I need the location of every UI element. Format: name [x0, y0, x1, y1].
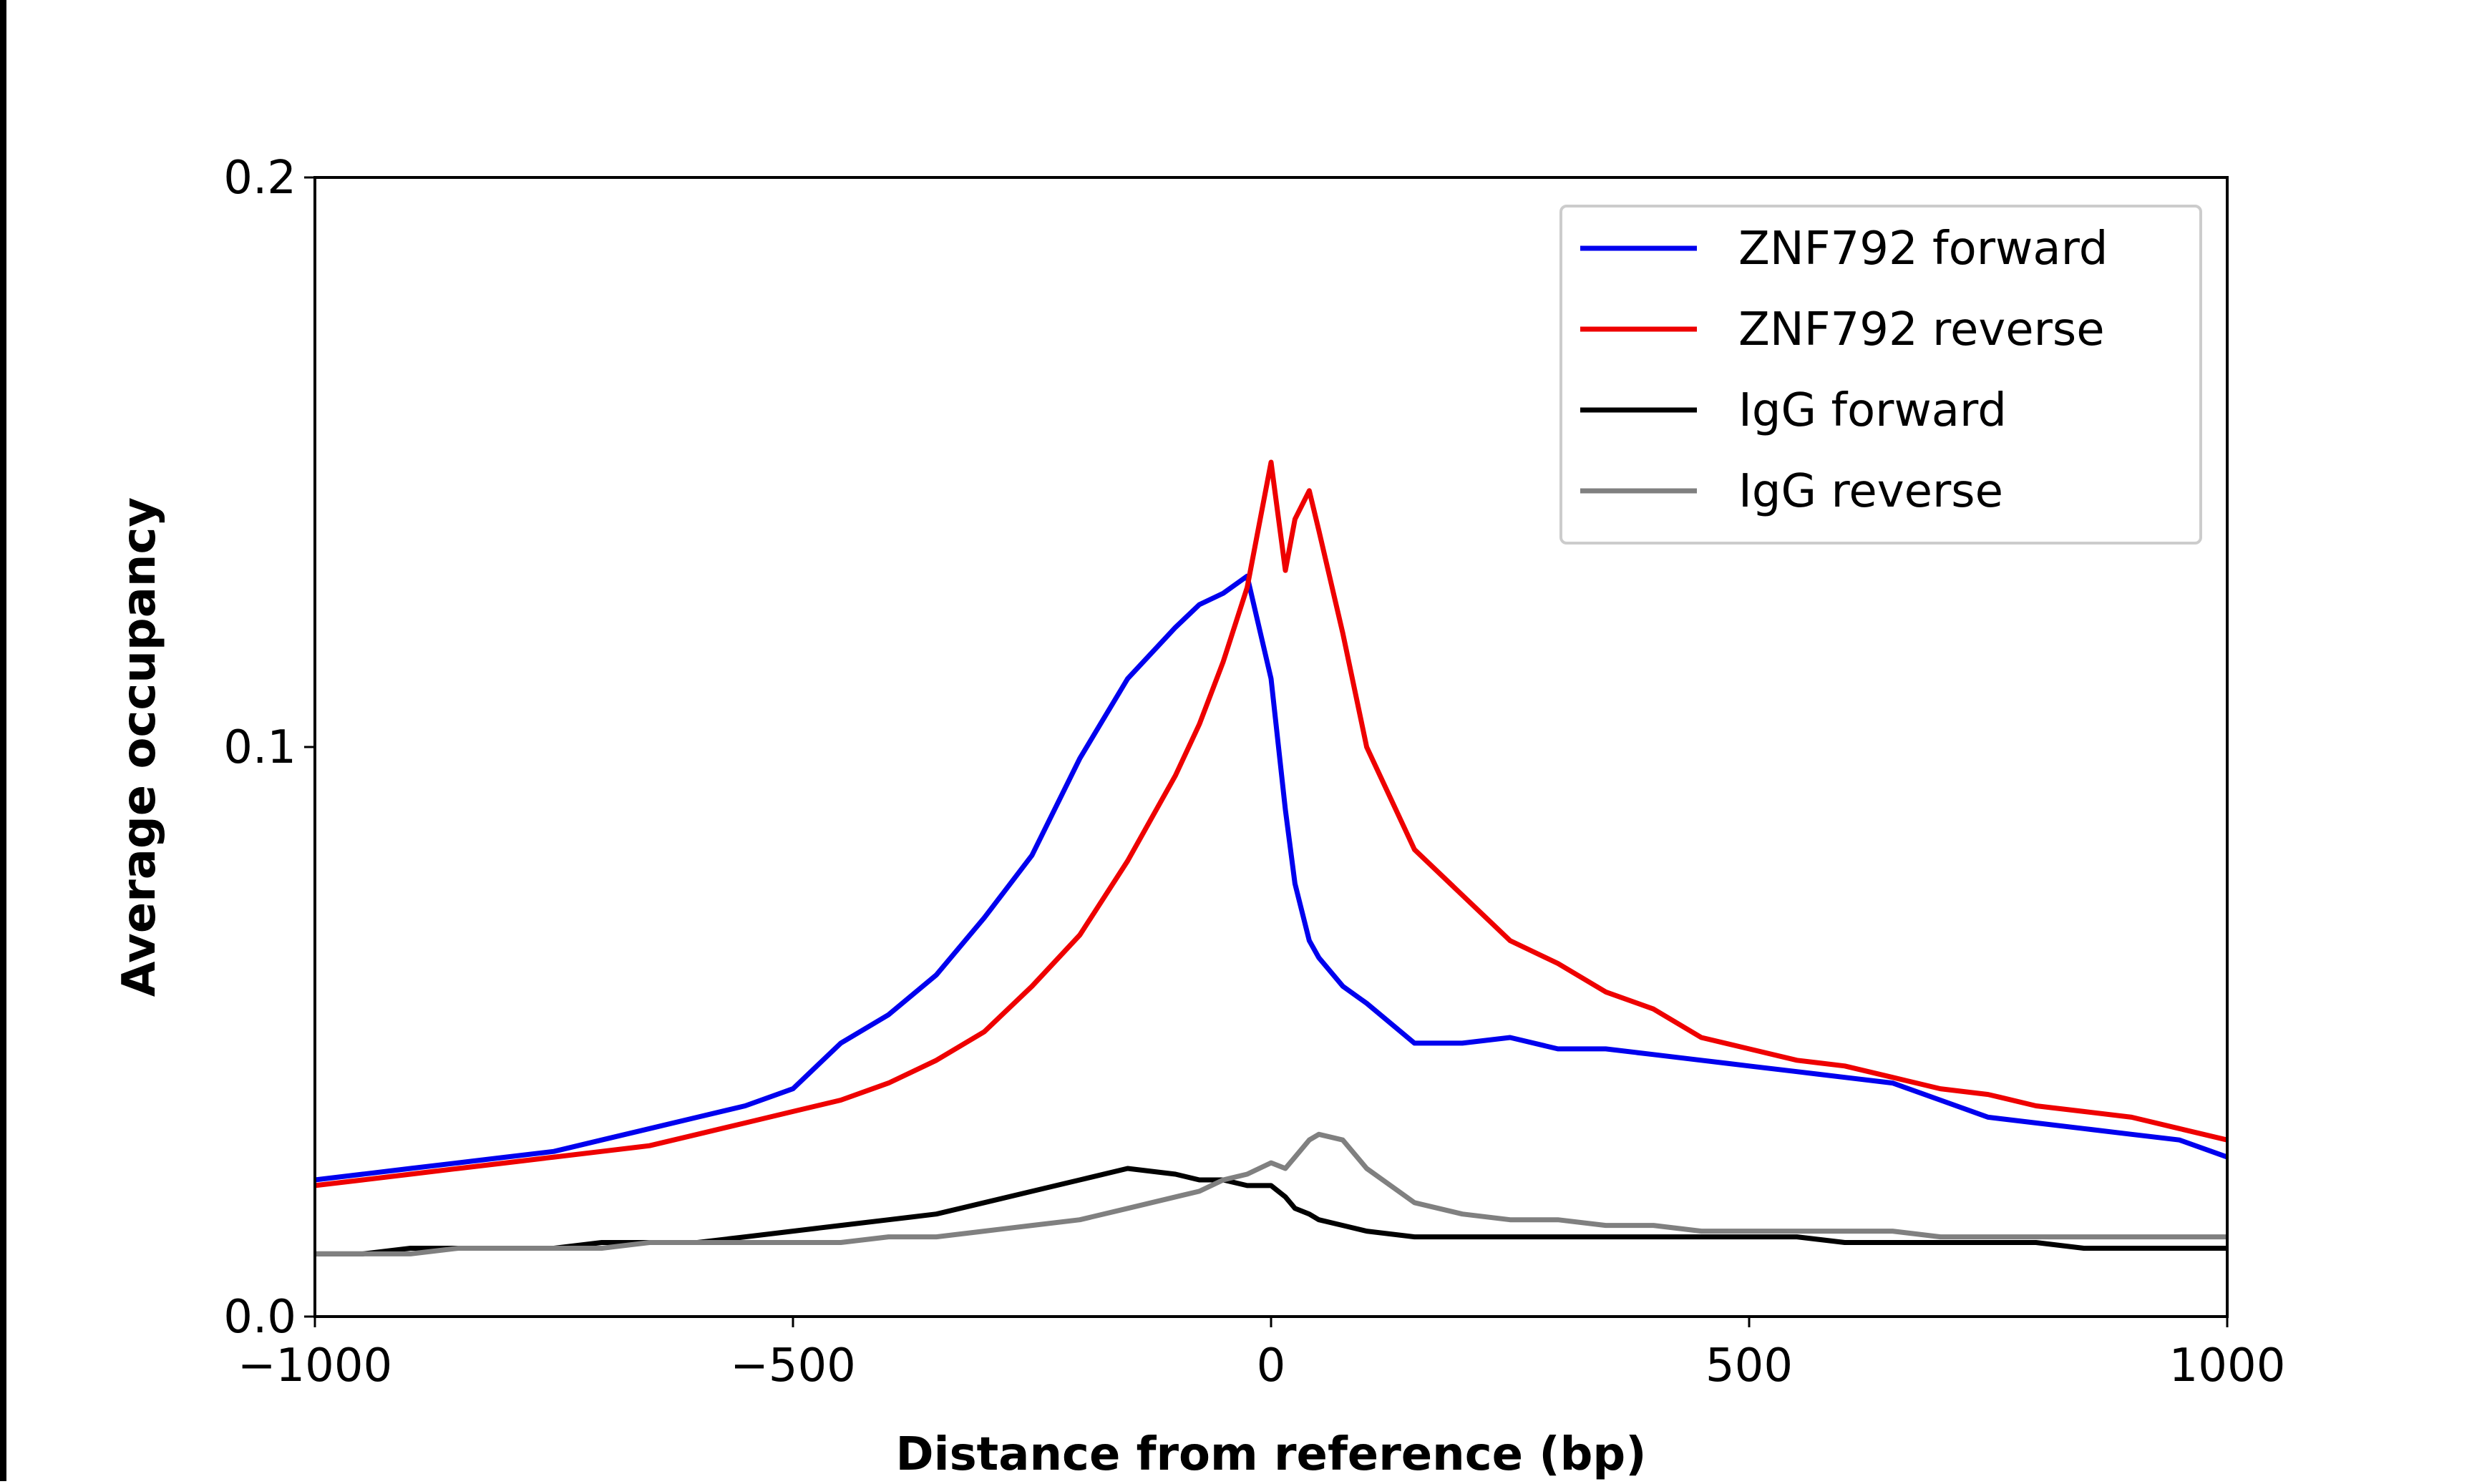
- axes-frame: [313, 176, 2229, 1318]
- x-tick-label: −1000: [238, 1339, 393, 1392]
- series-line: [314, 459, 2228, 1188]
- legend-label: ZNF792 reverse: [1738, 303, 2105, 356]
- legend: ZNF792 forward ZNF792 reverse IgG forward I…: [1559, 205, 2202, 545]
- series-line: [315, 1166, 2227, 1256]
- legend-box: [1559, 205, 2202, 545]
- plot: 0.0 0.1 0.2 −1000 −500 0 500 1000 ZNF792 forward…: [223, 152, 2285, 1392]
- left-border: [0, 0, 6, 1481]
- y-tick-label: 0.2: [223, 152, 296, 205]
- legend-label: IgG forward: [1738, 384, 2007, 437]
- legend-label: IgG reverse: [1738, 465, 2003, 518]
- y-tick-label: 0.1: [223, 721, 296, 774]
- x-tick-label: −500: [730, 1339, 856, 1392]
- x-tick-label: 1000: [2169, 1339, 2286, 1392]
- y-tick-label: 0.0: [223, 1291, 296, 1344]
- x-tick-label: 0: [1257, 1339, 1286, 1392]
- series-line: [315, 1131, 2227, 1256]
- series-line: [314, 573, 2229, 1183]
- legend-label: ZNF792 forward: [1738, 223, 2108, 275]
- x-axis-label: Distance from reference (bp): [896, 1428, 1647, 1481]
- y-axis-label: Average occupancy: [113, 497, 166, 997]
- x-tick-label: 500: [1705, 1339, 1793, 1392]
